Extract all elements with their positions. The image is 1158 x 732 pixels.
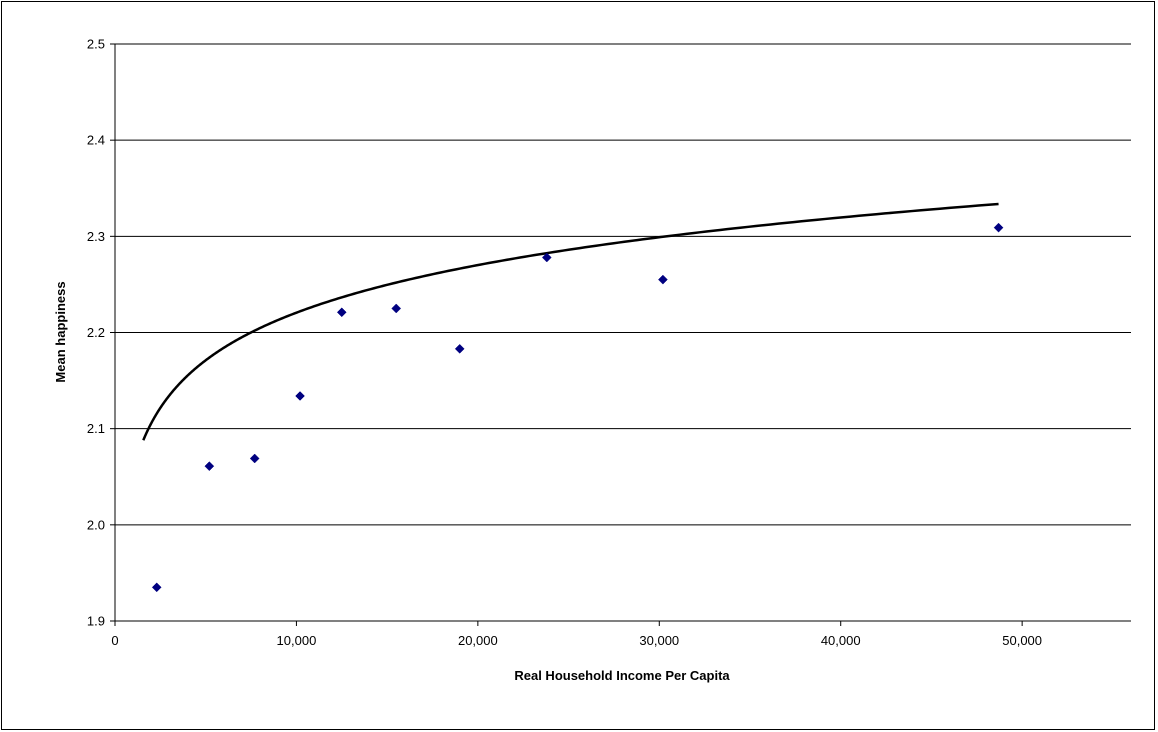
x-tick-label: 0 [111, 633, 118, 648]
y-tick-labels: 1.9 2.0 2.1 2.2 2.3 2.4 2.5 [87, 37, 105, 629]
x-tick-labels: 0 10,000 20,000 30,000 40,000 50,000 [111, 633, 1042, 648]
y-tick-label: 2.3 [87, 229, 105, 244]
y-tick-label: 2.5 [87, 37, 105, 52]
data-point [993, 222, 1004, 233]
x-axis-title: Real Household Income Per Capita [514, 668, 730, 683]
y-tick-label: 2.0 [87, 517, 105, 532]
x-tick-label: 50,000 [1002, 633, 1042, 648]
data-point [658, 274, 668, 285]
data-point [541, 252, 552, 263]
data-point [151, 582, 162, 593]
data-point [391, 303, 402, 314]
data-point [454, 343, 465, 354]
y-tick-label: 2.1 [87, 421, 105, 436]
x-tick-label: 10,000 [277, 633, 317, 648]
data-point [295, 391, 305, 401]
trendline [142, 202, 999, 441]
x-tick-label: 20,000 [458, 633, 498, 648]
axes [110, 43, 1131, 626]
y-tick-label: 2.2 [87, 325, 105, 340]
x-tick-label: 30,000 [639, 633, 679, 648]
gridlines [115, 43, 1131, 526]
data-point [336, 307, 347, 318]
data-points [151, 222, 1004, 593]
y-tick-label: 2.4 [87, 133, 105, 148]
data-point [249, 453, 260, 464]
x-tick-label: 40,000 [821, 633, 861, 648]
y-axis-title: Mean happiness [53, 281, 68, 382]
data-point [204, 461, 215, 472]
y-tick-label: 1.9 [87, 614, 105, 629]
